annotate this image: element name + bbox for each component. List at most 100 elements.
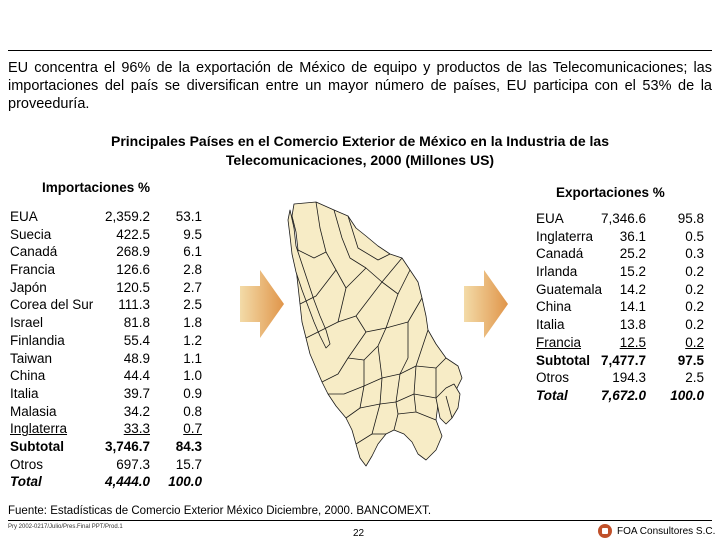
imports-row: Inglaterra 33.3 0.7 — [10, 420, 202, 438]
country-name: Guatemala — [536, 281, 603, 297]
value-cell: 194.3 — [612, 370, 646, 386]
country-name: EUA — [10, 209, 38, 224]
exports-row: Otros 194.3 2.5 — [536, 369, 704, 387]
value-cell: 13.8 — [619, 317, 646, 333]
country-name: Suecia — [10, 226, 52, 242]
percent-cell: 95.8 — [677, 211, 704, 226]
country-name: Italia — [10, 385, 39, 401]
percent-cell: 0.9 — [183, 385, 202, 401]
country-name: Otros — [536, 370, 570, 386]
percent-cell: 9.5 — [183, 226, 202, 242]
country-name: Total — [10, 474, 42, 490]
percent-cell: 100.0 — [168, 474, 202, 490]
exports-row: Francia 12.5 0.2 — [536, 334, 704, 352]
value-cell: 268.9 — [116, 244, 150, 260]
percent-cell: 84.3 — [175, 438, 202, 454]
exports-row: Canadá 25.2 0.3 — [536, 245, 704, 263]
value-cell: 36.1 — [619, 228, 646, 244]
value-cell: 697.3 — [116, 456, 150, 472]
value-cell: 14.1 — [619, 299, 646, 315]
value-cell: 12.5 — [619, 334, 646, 350]
country-name: Canadá — [536, 246, 584, 262]
percent-cell: 2.5 — [685, 370, 704, 386]
country-name: Taiwan — [10, 350, 53, 366]
exports-row: Subtotal 7,477.7 97.5 — [536, 352, 704, 370]
percent-cell: 1.8 — [183, 315, 202, 331]
value-cell: 4,444.0 — [104, 474, 150, 490]
percent-cell: 2.5 — [183, 297, 202, 313]
imports-table: EUA 2,359.2 53.1 Suecia 422.5 9.5 Canadá 268.9 6… — [10, 208, 202, 491]
percent-cell: 97.5 — [677, 352, 704, 368]
arrow-right-icon — [464, 270, 508, 338]
imports-row: Subtotal 3,746.7 84.3 — [10, 438, 202, 456]
map-baja-california — [287, 209, 331, 349]
arrow-right-icon — [240, 270, 284, 338]
company-name: FOA Consultores S.C. — [617, 526, 716, 537]
value-cell: 2,359.2 — [104, 209, 150, 224]
country-name: Malasia — [10, 403, 57, 419]
percent-cell: 0.5 — [685, 228, 704, 244]
value-cell: 33.3 — [123, 421, 150, 437]
value-cell: 3,746.7 — [104, 438, 150, 454]
country-name: Irlanda — [536, 264, 578, 280]
value-cell: 81.8 — [123, 315, 150, 331]
country-name: China — [10, 368, 46, 384]
country-name: Corea del Sur — [10, 297, 94, 313]
value-cell: 126.6 — [116, 262, 150, 278]
imports-row: Canadá 268.9 6.1 — [10, 243, 202, 261]
percent-cell: 6.1 — [183, 244, 202, 260]
percent-cell: 0.2 — [685, 334, 704, 350]
exports-row: China 14.1 0.2 — [536, 298, 704, 316]
percent-cell: 100.0 — [670, 387, 704, 403]
percent-cell: 2.7 — [183, 279, 202, 295]
imports-row: Suecia 422.5 9.5 — [10, 226, 202, 244]
imports-row: Corea del Sur 111.3 2.5 — [10, 296, 202, 314]
value-cell: 120.5 — [116, 279, 150, 295]
page-number: 22 — [353, 528, 365, 539]
file-path: Pry 2002-0217/Julio/Pres.Final PPT/Prod.… — [8, 524, 123, 530]
exports-row: Inglaterra 36.1 0.5 — [536, 228, 704, 246]
percent-cell: 2.8 — [183, 262, 202, 278]
exports-heading: Exportaciones % — [556, 185, 665, 200]
country-name: Inglaterra — [10, 421, 68, 437]
percent-cell: 0.2 — [685, 317, 704, 333]
percent-cell: 0.8 — [183, 403, 202, 419]
country-name: EUA — [536, 211, 564, 226]
mexico-map — [287, 201, 463, 467]
country-name: Francia — [10, 262, 56, 278]
percent-cell: 1.0 — [183, 368, 202, 384]
percent-cell: 0.2 — [685, 281, 704, 297]
percent-cell: 0.3 — [685, 246, 704, 262]
country-name: Total — [536, 387, 568, 403]
source-note: Fuente: Estadísticas de Comercio Exterio… — [8, 505, 432, 517]
percent-cell: 53.1 — [175, 209, 202, 224]
country-name: Subtotal — [536, 352, 590, 368]
value-cell: 7,672.0 — [600, 387, 646, 403]
page-title: Principales Países en el Comercio Exteri… — [111, 133, 609, 168]
value-cell: 39.7 — [123, 385, 150, 401]
imports-row: Francia 126.6 2.8 — [10, 261, 202, 279]
exports-row: Irlanda 15.2 0.2 — [536, 263, 704, 281]
value-cell: 422.5 — [116, 226, 150, 242]
value-cell: 7,477.7 — [600, 352, 646, 368]
map-mainland — [291, 201, 463, 467]
country-name: Francia — [536, 334, 582, 350]
country-name: Japón — [10, 279, 47, 295]
value-cell: 34.2 — [123, 403, 150, 419]
imports-row: Malasia 34.2 0.8 — [10, 403, 202, 421]
imports-row: Finlandia 55.4 1.2 — [10, 332, 202, 350]
top-rule — [8, 50, 712, 51]
exports-row: Italia 13.8 0.2 — [536, 316, 704, 334]
intro-paragraph: EU concentra el 96% de la exportación de… — [8, 60, 712, 112]
imports-row: Japón 120.5 2.7 — [10, 279, 202, 297]
country-name: Israel — [10, 315, 44, 331]
value-cell: 55.4 — [123, 332, 150, 348]
country-name: Otros — [10, 456, 44, 472]
company-logo-icon — [598, 524, 612, 538]
exports-row: Guatemala 14.2 0.2 — [536, 281, 704, 299]
country-name: China — [536, 299, 572, 315]
imports-row: Italia 39.7 0.9 — [10, 385, 202, 403]
country-name: Canadá — [10, 244, 58, 260]
percent-cell: 1.1 — [183, 350, 202, 366]
imports-row: Otros 697.3 15.7 — [10, 456, 202, 474]
